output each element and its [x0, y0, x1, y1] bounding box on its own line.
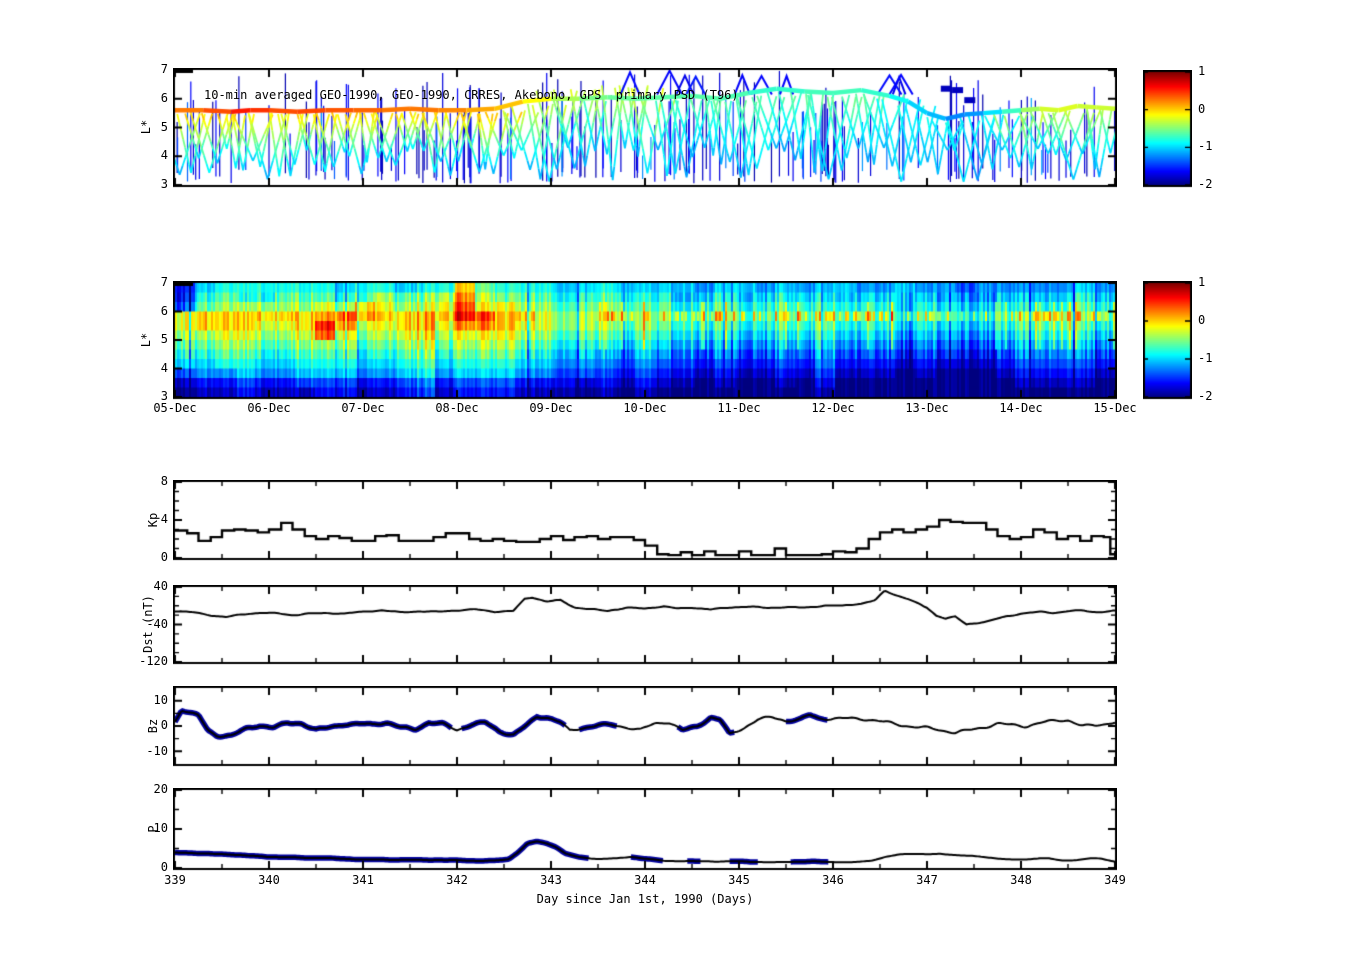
tick-label: 12-Dec — [811, 401, 855, 415]
tick-label: 7 — [160, 62, 168, 76]
kp-panel-canvas — [173, 480, 1117, 562]
tick-label: 0 — [160, 718, 168, 733]
tick-label: -2 — [1198, 177, 1213, 191]
tick-label: -1 — [1198, 351, 1213, 365]
tick-label: 8 — [160, 474, 168, 488]
tick-label: 11-Dec — [717, 401, 761, 415]
tick-label: 07-Dec — [341, 401, 385, 415]
tick-label: 340 — [258, 873, 280, 887]
tick-label: 343 — [540, 873, 562, 887]
tick-label: 6 — [160, 90, 168, 105]
tick-label: 1 — [1198, 275, 1206, 289]
tick-label: 0 — [1198, 101, 1206, 116]
tick-label: 345 — [728, 873, 750, 887]
tick-label: -1 — [1198, 139, 1213, 154]
tick-label: 0 — [1198, 313, 1206, 327]
tick-label: 349 — [1104, 873, 1126, 887]
bz-panel-canvas — [173, 686, 1117, 768]
tick-label: 1 — [1198, 64, 1206, 78]
tick-label: 347 — [916, 873, 938, 887]
tick-label: 0 — [160, 550, 168, 564]
psd-heatmap-canvas — [173, 281, 1117, 401]
tick-label: 15-Dec — [1093, 401, 1137, 415]
tick-label: 10-Dec — [623, 401, 667, 415]
psd-scatter-canvas — [173, 68, 1117, 189]
tick-label: 346 — [822, 873, 844, 887]
tick-label: -40 — [146, 616, 168, 631]
tick-label: 5 — [160, 119, 168, 134]
tick-label: 341 — [352, 873, 374, 887]
tick-label: -10 — [146, 744, 168, 758]
tick-label: 05-Dec — [153, 401, 197, 415]
tick-label: 40 — [153, 579, 168, 593]
tick-label: -120 — [139, 654, 168, 668]
tick-label: 348 — [1010, 873, 1032, 887]
plot-title: 10-min averaged GEO-1990, GEO-1990, CRRE… — [204, 88, 739, 102]
tick-label: 06-Dec — [247, 401, 291, 415]
tick-label: 20 — [153, 782, 168, 796]
colorbar-heatmap-canvas — [1143, 281, 1192, 401]
tick-label: 342 — [446, 873, 468, 887]
tick-label: 4 — [160, 360, 168, 375]
tick-label: 10 — [153, 821, 168, 835]
tick-label: 7 — [160, 275, 168, 289]
tick-label: 5 — [160, 332, 168, 346]
tick-label: 4 — [160, 148, 168, 163]
tick-label: 10 — [153, 692, 168, 707]
tick-label: 6 — [160, 303, 168, 318]
tick-label: 344 — [634, 873, 656, 887]
colorbar-top-canvas — [1143, 70, 1192, 189]
tick-label: 13-Dec — [905, 401, 949, 415]
tick-label: 3 — [160, 177, 168, 191]
tick-label: 4 — [160, 512, 168, 526]
tick-label: 3 — [160, 389, 168, 403]
p-panel-canvas — [173, 788, 1117, 872]
x-axis-title: Day since Jan 1st, 1990 (Days) — [536, 892, 754, 906]
tick-label: 0 — [160, 860, 168, 874]
tick-label: 339 — [164, 873, 186, 887]
tick-label: 09-Dec — [529, 401, 573, 415]
tick-label: 14-Dec — [999, 401, 1043, 415]
tick-label: -2 — [1198, 389, 1213, 403]
tick-label: 08-Dec — [435, 401, 479, 415]
dst-panel-canvas — [173, 585, 1117, 666]
